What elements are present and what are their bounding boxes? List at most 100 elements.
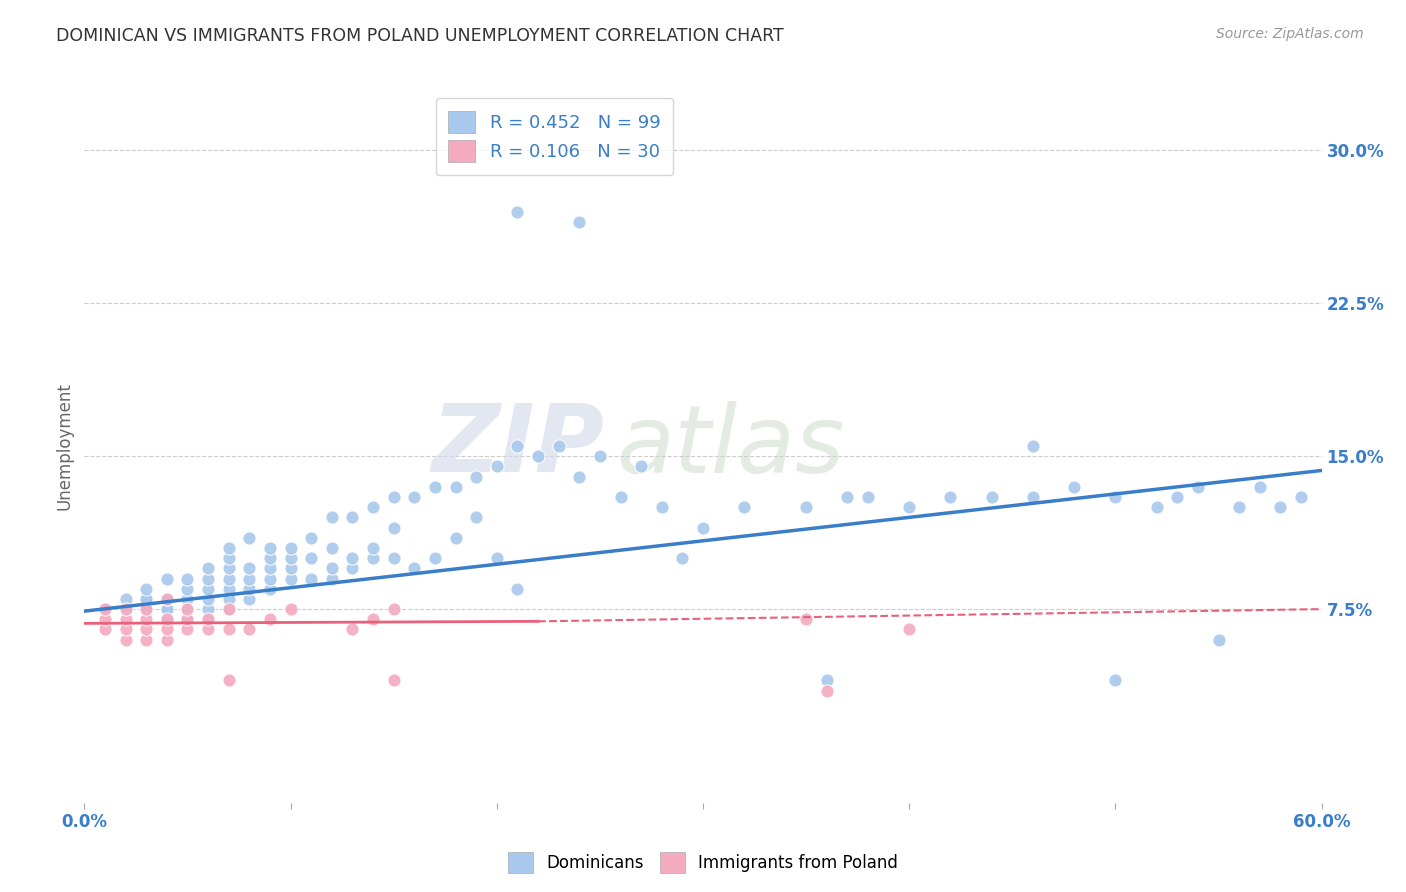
Point bbox=[1187, 480, 1209, 494]
Point bbox=[176, 582, 198, 596]
Point bbox=[506, 439, 529, 453]
Point bbox=[342, 623, 364, 637]
Point bbox=[733, 500, 755, 515]
Point bbox=[218, 591, 240, 606]
Point bbox=[156, 591, 179, 606]
Point bbox=[856, 490, 879, 504]
Point bbox=[321, 561, 343, 575]
Text: DOMINICAN VS IMMIGRANTS FROM POLAND UNEMPLOYMENT CORRELATION CHART: DOMINICAN VS IMMIGRANTS FROM POLAND UNEM… bbox=[56, 27, 785, 45]
Point bbox=[280, 561, 302, 575]
Point bbox=[361, 612, 384, 626]
Point bbox=[651, 500, 673, 515]
Point bbox=[135, 582, 157, 596]
Point bbox=[135, 632, 157, 647]
Point bbox=[465, 510, 488, 524]
Point bbox=[382, 490, 405, 504]
Point bbox=[815, 673, 838, 688]
Point bbox=[114, 623, 136, 637]
Point bbox=[423, 480, 446, 494]
Text: Source: ZipAtlas.com: Source: ZipAtlas.com bbox=[1216, 27, 1364, 41]
Point bbox=[259, 612, 281, 626]
Point bbox=[547, 439, 569, 453]
Text: atlas: atlas bbox=[616, 401, 845, 491]
Point bbox=[259, 572, 281, 586]
Point bbox=[506, 582, 529, 596]
Point bbox=[1289, 490, 1312, 504]
Point bbox=[1022, 490, 1045, 504]
Point bbox=[135, 612, 157, 626]
Point bbox=[382, 551, 405, 566]
Point bbox=[218, 673, 240, 688]
Point bbox=[94, 602, 117, 616]
Point bbox=[156, 632, 179, 647]
Point bbox=[156, 572, 179, 586]
Point bbox=[135, 602, 157, 616]
Point bbox=[218, 551, 240, 566]
Point bbox=[114, 612, 136, 626]
Point bbox=[321, 510, 343, 524]
Point bbox=[280, 572, 302, 586]
Point bbox=[156, 602, 179, 616]
Point bbox=[361, 541, 384, 555]
Point bbox=[589, 449, 612, 463]
Point bbox=[692, 520, 714, 534]
Point bbox=[197, 591, 219, 606]
Point bbox=[321, 541, 343, 555]
Point bbox=[444, 480, 467, 494]
Point bbox=[404, 490, 426, 504]
Point bbox=[280, 602, 302, 616]
Point bbox=[671, 551, 693, 566]
Point bbox=[197, 572, 219, 586]
Point bbox=[238, 591, 260, 606]
Point bbox=[794, 612, 817, 626]
Point bbox=[1104, 490, 1126, 504]
Point bbox=[238, 623, 260, 637]
Point bbox=[444, 531, 467, 545]
Point bbox=[1270, 500, 1292, 515]
Point bbox=[114, 632, 136, 647]
Point bbox=[135, 591, 157, 606]
Point bbox=[94, 602, 117, 616]
Point bbox=[176, 612, 198, 626]
Point bbox=[1227, 500, 1250, 515]
Point bbox=[1104, 673, 1126, 688]
Point bbox=[299, 572, 322, 586]
Point bbox=[939, 490, 962, 504]
Point bbox=[1063, 480, 1085, 494]
Point bbox=[238, 582, 260, 596]
Point bbox=[280, 551, 302, 566]
Point bbox=[1208, 632, 1230, 647]
Point bbox=[176, 612, 198, 626]
Point bbox=[465, 469, 488, 483]
Point bbox=[342, 551, 364, 566]
Point bbox=[238, 561, 260, 575]
Point bbox=[135, 602, 157, 616]
Point bbox=[506, 204, 529, 219]
Point bbox=[114, 591, 136, 606]
Point bbox=[404, 561, 426, 575]
Point bbox=[342, 510, 364, 524]
Point bbox=[176, 591, 198, 606]
Point bbox=[218, 582, 240, 596]
Point bbox=[794, 500, 817, 515]
Point bbox=[94, 612, 117, 626]
Point bbox=[238, 572, 260, 586]
Point bbox=[1249, 480, 1271, 494]
Point bbox=[218, 602, 240, 616]
Point bbox=[382, 602, 405, 616]
Point bbox=[280, 541, 302, 555]
Point bbox=[568, 215, 591, 229]
Point bbox=[176, 602, 198, 616]
Point bbox=[156, 591, 179, 606]
Legend: R = 0.452   N = 99, R = 0.106   N = 30: R = 0.452 N = 99, R = 0.106 N = 30 bbox=[436, 98, 673, 175]
Point bbox=[176, 572, 198, 586]
Point bbox=[176, 602, 198, 616]
Point bbox=[259, 582, 281, 596]
Point bbox=[898, 500, 921, 515]
Point bbox=[114, 602, 136, 616]
Point bbox=[342, 561, 364, 575]
Point bbox=[156, 612, 179, 626]
Point bbox=[485, 551, 508, 566]
Point bbox=[197, 612, 219, 626]
Point bbox=[259, 551, 281, 566]
